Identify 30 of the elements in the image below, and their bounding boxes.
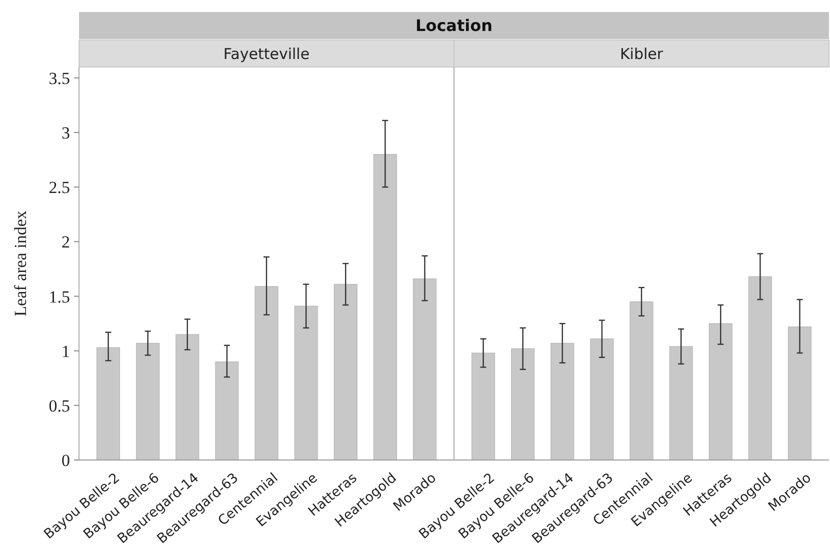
bar	[254, 286, 278, 460]
bar	[373, 154, 397, 460]
chart-subtitle: Kibler	[620, 45, 664, 63]
bar	[294, 306, 318, 460]
chart-subtitle: Fayetteville	[223, 45, 310, 63]
y-axis-title: Leaf area index	[11, 210, 30, 316]
bar	[669, 346, 693, 460]
bar	[412, 278, 436, 460]
bar	[136, 342, 160, 460]
bar	[215, 361, 239, 460]
y-tick-label: 2	[62, 232, 70, 252]
bar	[630, 301, 654, 460]
bar	[176, 334, 200, 460]
y-tick-label: 1	[62, 342, 70, 361]
y-tick-label: 2.5	[48, 178, 70, 198]
bar	[708, 323, 732, 460]
y-tick-label: 1.5	[48, 287, 70, 306]
bar	[511, 348, 535, 460]
bar	[472, 352, 496, 460]
y-tick-label: 3.5	[48, 68, 70, 88]
y-tick-label: 0.5	[48, 396, 70, 416]
bar	[788, 326, 812, 460]
bar	[96, 347, 120, 460]
chart-title: Location	[416, 16, 492, 35]
bar	[748, 276, 772, 460]
bar	[550, 342, 574, 460]
bar	[334, 284, 358, 460]
bar	[590, 338, 614, 460]
y-tick-label: 0	[62, 451, 70, 470]
y-tick-label: 3	[62, 124, 70, 142]
